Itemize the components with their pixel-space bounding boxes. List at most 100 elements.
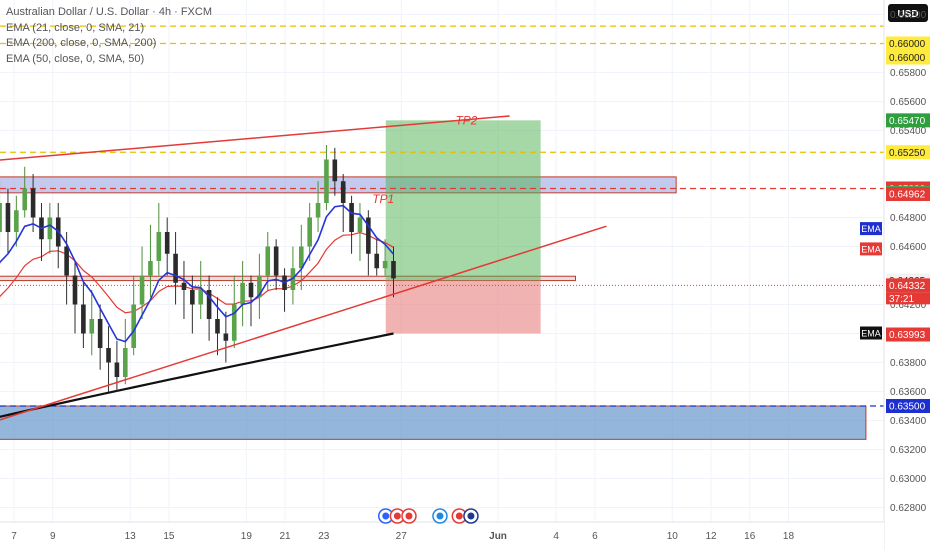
time-axis-bg [0,522,884,550]
candle-body [198,290,204,305]
price-badge-text: 0.63500 [889,402,926,413]
annotation-label: TP2 [455,114,477,128]
chart-legend: Australian Dollar / U.S. Dollar · 4h · F… [6,5,212,67]
candle-body [307,217,312,247]
price-tick: 0.63800 [890,358,927,369]
ema-50-path [0,231,394,314]
price-badge-text: 0.65250 [889,148,926,159]
currency-label: USD [897,9,918,20]
ema-tag [860,326,882,340]
candle-body [223,333,229,341]
candle-body [357,217,363,232]
candle-body [156,232,162,261]
price-tick: 0.64600 [890,242,927,253]
candle-body [181,282,187,290]
candle-body [47,217,53,240]
ema-tag [860,222,882,236]
indicator-ema-21[interactable]: EMA (21, close, 0, SMA, 21) [6,21,145,34]
candle-body [366,217,371,254]
candle-body [382,261,388,269]
candle-body [324,159,329,203]
candle-body [315,203,321,218]
price-badge-text: 0.65470 [889,116,926,127]
candle-body [148,261,153,276]
candle-body [248,282,254,298]
price-badge-text: 0.64332 [889,281,926,292]
price-badge [886,50,930,65]
ema-200-line [0,332,394,418]
time-tick: 4 [553,531,559,542]
ema-21-line [0,204,395,343]
time-tick: 23 [318,531,330,542]
time-tick: 27 [396,531,408,542]
time-tick: 21 [280,531,292,542]
candlesticks [0,145,396,392]
time-tick: 15 [163,531,175,542]
event-icon-dot [467,512,475,520]
candle-body [122,348,128,377]
price-badge [886,399,930,413]
price-badge-text: 0.63993 [889,330,926,341]
price-tick: 0.63200 [890,445,927,456]
indicator-ema-50[interactable]: EMA (50, close, 0, SMA, 50) [6,52,145,65]
price-badge [886,327,930,342]
time-tick: 6 [592,531,598,542]
annotations: TP2 TP1 [372,114,478,206]
time-tick: 12 [705,531,717,542]
trendlines [0,115,607,421]
ema-tag-text: EMA [861,224,881,234]
event-icon-dot [455,512,463,520]
candle-body [14,210,19,232]
price-badge-text: 0.64962 [889,190,926,201]
time-tick: Jun [489,531,507,542]
long-position-tool[interactable] [385,120,541,334]
candle-body [22,188,28,211]
time-tick: 10 [667,531,679,542]
candle-body [139,275,145,305]
countdown-text: 37:21 [889,294,914,305]
price-badge [886,113,930,128]
position-loss-zone [385,280,541,334]
candle-body [173,253,178,283]
candle-body [240,282,245,305]
countdown-badge [886,292,930,305]
price-badge [886,145,930,160]
ema-200-path [0,332,394,418]
price-tick: 0.65800 [890,68,927,79]
candle-body [340,181,346,203]
symbol-title: Australian Dollar / U.S. Dollar · 4h · F… [6,6,212,18]
candle-body [391,261,396,279]
price-tick: 0.65400 [890,126,927,137]
event-icon-dot [436,512,444,520]
candle-body [298,246,304,269]
candle-body [64,246,69,276]
candle-body [231,304,237,341]
zone-rect [0,405,867,440]
candle-body [97,319,103,348]
price-badge [886,36,930,51]
horizontal-levels [0,25,884,407]
indicator-ema-200[interactable]: EMA (200, close, 0, SMA, 200) [6,37,157,49]
candle-body [349,203,354,232]
candle-body [89,319,95,334]
candle-body [374,253,380,269]
candle-body [206,290,212,319]
price-badge [886,187,930,202]
trendline [0,115,510,161]
candle-body [81,304,86,334]
time-axis[interactable]: 232529May579131519212327Jun4610121618 [0,521,884,550]
ema-tag-text: EMA [861,329,881,339]
price-tick: 0.62800 [890,503,927,514]
candle-body [265,246,271,276]
time-tick: 9 [50,531,56,542]
ema-tag [860,242,882,256]
annotation-label: TP1 [372,192,394,206]
candle-body [332,159,338,182]
price-tick: 0.63600 [890,387,927,398]
time-tick: 13 [125,531,137,542]
candle-body [106,348,111,363]
candle-body [190,290,195,305]
ema-50-line [0,231,394,314]
